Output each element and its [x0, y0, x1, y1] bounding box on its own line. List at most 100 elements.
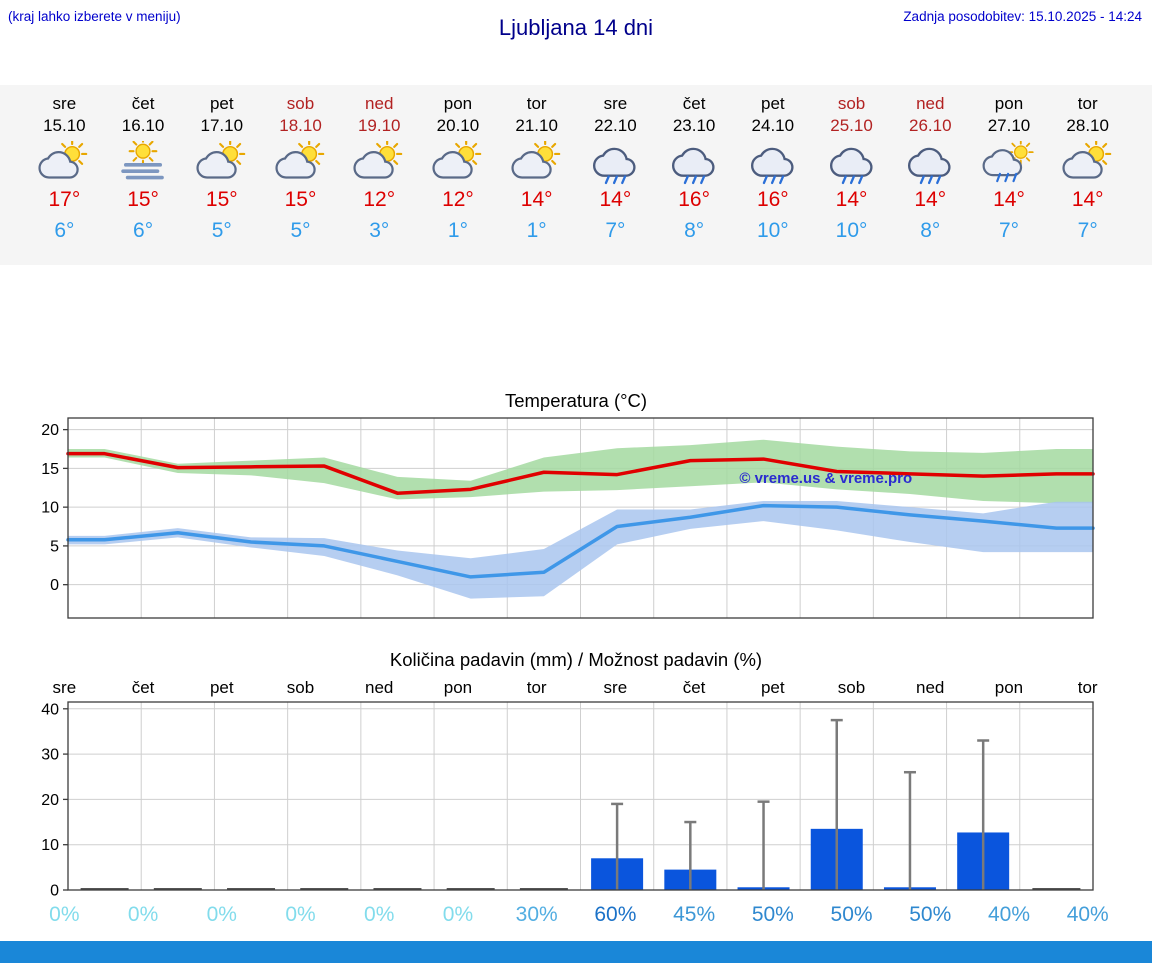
- rain-icon: [823, 141, 881, 185]
- precip-day-label: sre: [53, 678, 77, 697]
- precip-day-label: ned: [916, 678, 944, 697]
- low-temp: 5°: [290, 219, 311, 242]
- forecast-day-28.10[interactable]: tor 28.10 14° 7°: [1048, 93, 1127, 265]
- low-temp: 3°: [369, 219, 390, 242]
- precipitation-chart-title: Količina padavin (mm) / Možnost padavin …: [389, 649, 763, 670]
- precip-probability-label: 50%: [751, 903, 794, 926]
- precip-probability-label: 0%: [442, 903, 474, 926]
- day-name: ned: [916, 94, 945, 113]
- forecast-day-27.10[interactable]: pon 27.10 14° 7°: [970, 93, 1049, 265]
- day-date: 21.10: [515, 116, 558, 135]
- high-temp: 14°: [520, 188, 553, 211]
- precip-probability-label: 45%: [673, 903, 716, 926]
- high-temp: 12°: [363, 188, 396, 211]
- temperature-chart-title: Temperatura (°C): [504, 390, 648, 411]
- fog-icon: [114, 141, 172, 185]
- day-date: 28.10: [1066, 116, 1109, 135]
- forecast-day-26.10[interactable]: ned 26.10 14° 8°: [891, 93, 970, 265]
- day-name: pet: [209, 94, 234, 113]
- forecast-day-22.10[interactable]: sre 22.10 14° 7°: [576, 93, 655, 265]
- low-temp: 10°: [756, 219, 789, 242]
- precip-day-label: tor: [527, 678, 547, 697]
- precip-probability-label: 0%: [285, 903, 316, 926]
- low-temp: 10°: [835, 219, 868, 242]
- location-menu-note: (kraj lahko izberete v meniju): [8, 9, 181, 24]
- low-temp: 7°: [1077, 219, 1098, 242]
- day-date: 18.10: [279, 116, 322, 135]
- precip-probability-label: 40%: [1066, 903, 1109, 926]
- svg-text:40: 40: [41, 701, 59, 718]
- high-temp: 15°: [205, 188, 238, 211]
- sun-cloud-icon: [272, 141, 330, 185]
- day-date: 27.10: [987, 116, 1031, 135]
- high-temp: 14°: [599, 188, 632, 211]
- forecast-day-23.10[interactable]: čet 23.10 16° 8°: [655, 93, 734, 265]
- precip-day-label: ned: [365, 678, 393, 697]
- forecast-day-24.10[interactable]: pet 24.10 16° 10°: [733, 93, 812, 265]
- forecast-day-19.10[interactable]: ned 19.10 12° 3°: [340, 93, 419, 265]
- high-temp: 15°: [127, 188, 159, 211]
- sun-cloud-icon: [193, 141, 251, 185]
- day-name: pon: [443, 94, 473, 113]
- day-date: 16.10: [121, 116, 165, 135]
- svg-text:0: 0: [50, 577, 59, 594]
- day-date: 23.10: [672, 116, 716, 135]
- day-date: 25.10: [830, 116, 873, 135]
- day-date: 24.10: [751, 116, 795, 135]
- precip-probability-label: 40%: [987, 903, 1030, 926]
- precip-probability-label: 60%: [594, 903, 637, 926]
- high-temp: 14°: [993, 188, 1025, 211]
- precip-day-label: pon: [444, 678, 472, 697]
- page-title: Ljubljana 14 dni: [498, 15, 654, 40]
- low-temp: 7°: [998, 219, 1020, 242]
- precip-probability-label: 0%: [49, 903, 80, 926]
- low-temp: 5°: [211, 219, 232, 242]
- forecast-day-21.10[interactable]: tor 21.10 14° 1°: [497, 93, 576, 265]
- precip-probability-label: 50%: [909, 903, 952, 926]
- forecast-day-17.10[interactable]: pet 17.10 15° 5°: [182, 93, 261, 265]
- low-temp: 8°: [920, 219, 941, 242]
- sun-cloud-icon: [1059, 141, 1117, 185]
- rain-icon: [901, 141, 959, 185]
- svg-text:20: 20: [41, 422, 59, 439]
- day-name: ned: [365, 94, 394, 113]
- precip-probability-row: 0% 0% 0% 0% 0% 0% 30% 60% 45% 50% 50% 50% 40% 40%: [25, 903, 1127, 927]
- rain-icon: [744, 141, 802, 185]
- day-date: 19.10: [357, 116, 401, 135]
- footer-bar: [0, 941, 1152, 963]
- precipitation-chart: sre čet pet sob ned pon tor sre čet pet sob ned pon t…: [41, 678, 1098, 896]
- forecast-day-25.10[interactable]: sob 25.10 14° 10°: [812, 93, 891, 265]
- forecast-day-16.10[interactable]: čet 16.10 15° 6°: [104, 93, 183, 265]
- watermark: © vreme.us & vreme.pro: [739, 470, 912, 487]
- low-temp: 6°: [54, 219, 75, 242]
- svg-text:5: 5: [50, 538, 59, 555]
- precip-day-label: čet: [683, 678, 706, 697]
- day-date: 15.10: [43, 116, 86, 135]
- precip-day-label: tor: [1078, 678, 1098, 697]
- temperature-chart: 0 5 10 15 20 © vreme.us & vreme.pro: [41, 417, 1095, 619]
- svg-text:10: 10: [41, 837, 59, 854]
- forecast-day-20.10[interactable]: pon 20.10 12° 1°: [419, 93, 498, 265]
- high-temp: 16°: [678, 188, 710, 211]
- forecast-day-18.10[interactable]: sob 18.10 15° 5°: [261, 93, 340, 265]
- precip-day-label: pon: [995, 678, 1023, 697]
- precip-probability-label: 0%: [206, 903, 237, 926]
- precip-probability-label: 0%: [127, 903, 159, 926]
- rain-icon: [586, 141, 644, 185]
- forecast-day-15.10[interactable]: sre 15.10 17° 6°: [25, 93, 104, 265]
- day-date: 17.10: [200, 116, 244, 135]
- last-update: Zadnja posodobitev: 15.10.2025 - 14:24: [903, 9, 1142, 24]
- forecast-strip: sre 15.10 17° 6° čet 16.10 15° 6° pet 17.10 15° 5° s…: [0, 85, 1152, 265]
- precip-day-label: čet: [132, 678, 155, 697]
- precip-probability-label: 50%: [830, 903, 873, 926]
- high-temp: 14°: [835, 188, 868, 211]
- low-temp: 7°: [605, 219, 626, 242]
- day-name: tor: [526, 94, 547, 113]
- day-name: čet: [682, 94, 706, 113]
- sun-rain-icon: [980, 141, 1038, 185]
- low-temp: 6°: [133, 219, 154, 242]
- precip-day-label: pet: [210, 678, 234, 697]
- rain-icon: [665, 141, 723, 185]
- low-temp: 1°: [526, 219, 547, 242]
